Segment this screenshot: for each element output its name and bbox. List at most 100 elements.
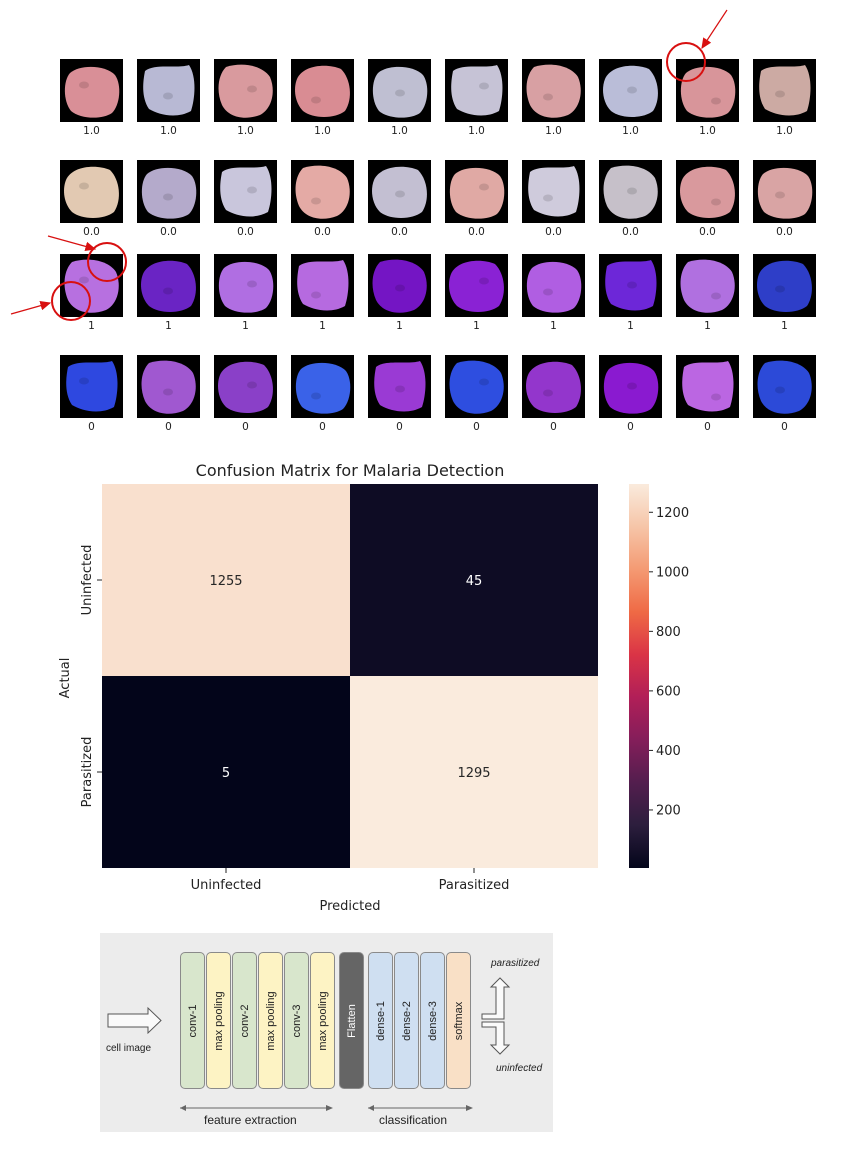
layer-label: dense-2 <box>400 1000 413 1041</box>
heatmap-cell <box>350 484 598 676</box>
cell-image <box>522 254 585 317</box>
cell-image <box>599 254 662 317</box>
cell-image <box>137 254 200 317</box>
layer-label: max pooling <box>212 990 225 1051</box>
layer-label: conv-2 <box>238 1003 251 1038</box>
output-uninfected-label: uninfected <box>496 1063 543 1074</box>
cell-label: 1.0 <box>622 125 639 137</box>
cell-image <box>214 355 277 418</box>
cell-image <box>753 355 816 418</box>
cell-image <box>445 254 508 317</box>
cell-label: 0 <box>165 421 172 433</box>
colorbar-tick-label: 1000 <box>656 565 689 580</box>
cell-label: 1 <box>627 320 634 332</box>
cell-label: 1.0 <box>776 125 793 137</box>
cell-image <box>368 254 431 317</box>
y-axis-label: Actual <box>58 658 73 699</box>
output-parasitized-label: parasitized <box>491 958 540 969</box>
cell-label: 0 <box>242 421 249 433</box>
colorbar-tick-label: 800 <box>656 625 681 640</box>
input-label: cell image <box>106 1043 152 1054</box>
cell-image <box>599 59 662 122</box>
marker-circle-mid <box>87 242 127 282</box>
cell-image <box>445 59 508 122</box>
heatmap-cell <box>102 676 350 868</box>
cell-image <box>599 355 662 418</box>
cell-label: 1 <box>473 320 480 332</box>
cell-image <box>291 254 354 317</box>
x-axis-ticks: Uninfected Parasitized <box>191 868 510 893</box>
cell-image <box>60 254 123 317</box>
cell-image <box>60 355 123 418</box>
cnn-architecture-diagram: cell image conv-1 max pooling conv-2 max po… <box>100 933 553 1132</box>
cell-image <box>753 254 816 317</box>
cell-label: 0.0 <box>545 226 562 238</box>
colorbar: 200 400 600 800 1000 1200 <box>629 484 689 868</box>
marker-arrow-top <box>701 9 728 50</box>
marker-circle-top <box>666 42 706 82</box>
cell-label: 0.0 <box>83 226 100 238</box>
output-split-arrow-icon <box>481 977 511 1055</box>
cell-value-label: 1255 <box>209 574 242 589</box>
cell-value-label: 45 <box>466 574 483 589</box>
layer-label: Flatten <box>345 1003 358 1038</box>
cell-image <box>368 160 431 223</box>
cell-label: 1.0 <box>314 125 331 137</box>
x-tick-label: Uninfected <box>191 878 262 893</box>
cell-image <box>137 160 200 223</box>
heatmap-cell <box>350 676 598 868</box>
heatmap-cell <box>102 484 350 676</box>
cell-image <box>60 59 123 122</box>
y-axis-ticks: Uninfected Parasitized <box>80 545 102 807</box>
cell-label: 1.0 <box>468 125 485 137</box>
cell-image <box>368 59 431 122</box>
cell-label: 0.0 <box>314 226 331 238</box>
cell-label: 1.0 <box>699 125 716 137</box>
cell-label: 0.0 <box>699 226 716 238</box>
layer-block: dense-1 <box>368 952 393 1089</box>
cell-label: 0 <box>627 421 634 433</box>
layer-block: max pooling <box>310 952 335 1089</box>
marker-arrow-left <box>10 300 52 315</box>
cell-label: 1 <box>165 320 172 332</box>
cell-image <box>214 160 277 223</box>
layer-block: dense-3 <box>420 952 445 1089</box>
cell-image <box>368 355 431 418</box>
cell-image <box>522 355 585 418</box>
cell-label: 1 <box>319 320 326 332</box>
layer-block: max pooling <box>206 952 231 1089</box>
layer-label: max pooling <box>264 990 277 1051</box>
cell-label: 1 <box>88 320 95 332</box>
cell-label: 1 <box>781 320 788 332</box>
layer-label: dense-1 <box>374 1000 387 1041</box>
layer-label: softmax <box>452 1001 465 1040</box>
layer-block: conv-2 <box>232 952 257 1089</box>
cell-label: 0.0 <box>622 226 639 238</box>
feature-extraction-label: feature extraction <box>204 1113 297 1127</box>
cell-label: 0 <box>781 421 788 433</box>
colorbar-tick-label: 200 <box>656 803 681 818</box>
layer-label: conv-3 <box>290 1003 303 1038</box>
cell-label: 0.0 <box>237 226 254 238</box>
annotation-markers <box>10 9 728 321</box>
cell-image <box>522 59 585 122</box>
colorbar-gradient <box>629 484 649 868</box>
cell-image <box>137 355 200 418</box>
cell-label: 0.0 <box>160 226 177 238</box>
layer-block: Flatten <box>339 952 364 1089</box>
confusion-matrix-chart: Confusion Matrix for Malaria Detection 1… <box>58 461 689 914</box>
cell-image <box>753 160 816 223</box>
layer-block: conv-1 <box>180 952 205 1089</box>
layer-label: max pooling <box>316 990 329 1051</box>
cell-image <box>291 355 354 418</box>
cell-label: 1 <box>396 320 403 332</box>
cell-image <box>599 160 662 223</box>
cell-image <box>137 59 200 122</box>
cell-label: 1.0 <box>237 125 254 137</box>
cell-image <box>676 160 739 223</box>
colorbar-tick-label: 400 <box>656 744 681 759</box>
cell-label: 1.0 <box>391 125 408 137</box>
x-tick-label: Parasitized <box>439 878 510 893</box>
cell-label: 0 <box>473 421 480 433</box>
arch-arrows <box>107 977 511 1111</box>
